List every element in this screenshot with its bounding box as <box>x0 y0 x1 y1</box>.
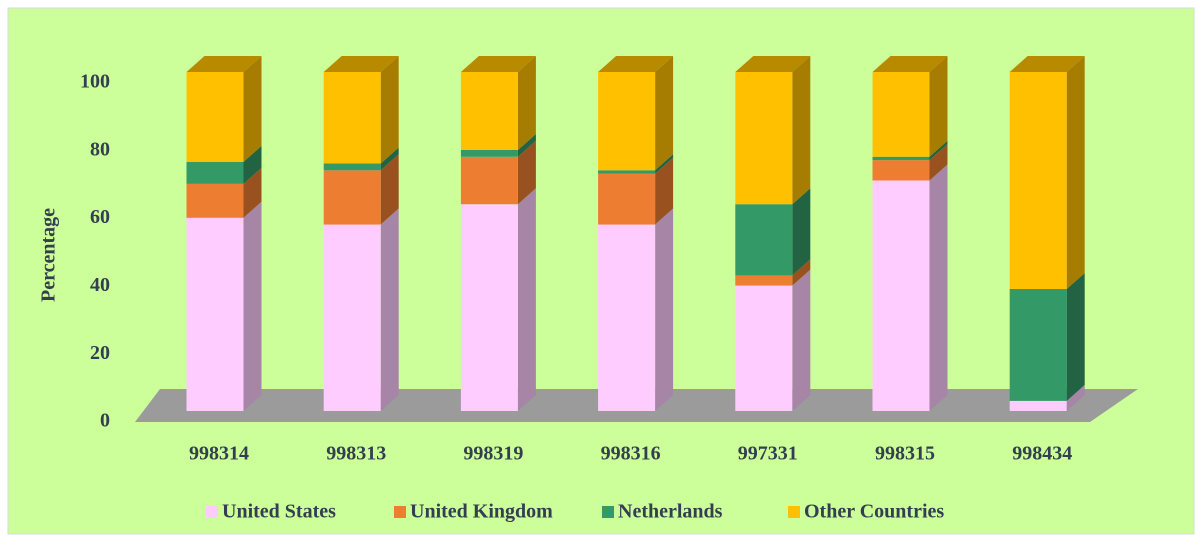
bar <box>872 156 930 161</box>
bar-side <box>380 56 399 164</box>
bar-side <box>380 154 399 225</box>
bar-side <box>792 56 811 205</box>
bar-side <box>1066 56 1085 289</box>
bar-side <box>517 140 536 205</box>
x-tick-label: 998314 <box>189 443 249 465</box>
bar-top <box>186 56 262 72</box>
x-tick-label: 998315 <box>875 443 935 465</box>
x-tick-label: 998319 <box>463 443 523 465</box>
bar-side <box>517 188 536 411</box>
bar <box>186 217 244 411</box>
legend-label: United States <box>222 501 336 523</box>
bar-side <box>929 164 948 411</box>
bar <box>598 170 656 174</box>
bar <box>598 72 656 171</box>
bar <box>598 173 656 225</box>
bar <box>460 156 518 205</box>
bar-top <box>735 56 811 72</box>
y-tick-label: 0 <box>100 410 110 432</box>
bar <box>460 204 518 411</box>
bar <box>1009 288 1067 401</box>
bar-side <box>1066 384 1085 411</box>
bar-top <box>323 56 399 72</box>
y-tick-label: 40 <box>90 274 110 296</box>
x-tick-label: 998434 <box>1012 443 1072 465</box>
bar-side <box>655 157 674 225</box>
bar-side <box>243 201 262 411</box>
bar <box>1009 72 1067 289</box>
bar <box>598 224 656 411</box>
bar <box>1009 400 1067 411</box>
bar-side <box>655 154 674 174</box>
bar <box>872 160 930 181</box>
legend-label: Other Countries <box>804 501 944 523</box>
y-tick-label: 60 <box>90 206 110 228</box>
bar <box>872 72 930 157</box>
bar-side <box>243 56 262 162</box>
x-tick-label: 998316 <box>601 443 661 465</box>
bar <box>323 224 381 411</box>
bar-side <box>792 188 811 276</box>
legend-label: Netherlands <box>618 501 723 523</box>
bar-side <box>243 167 262 218</box>
bar <box>460 149 518 157</box>
bar <box>735 285 793 411</box>
bar-side <box>380 147 399 171</box>
bar <box>186 72 244 162</box>
bar-top <box>598 56 674 72</box>
bar <box>735 204 793 276</box>
legend-swatch <box>788 506 800 518</box>
bar-top <box>460 56 536 72</box>
y-tick-label: 20 <box>90 342 110 364</box>
bar-side <box>929 144 948 181</box>
bar-side <box>380 208 399 411</box>
legend-swatch <box>206 506 218 518</box>
y-axis-label: Percentage <box>38 208 60 302</box>
bar-side <box>1066 272 1085 401</box>
y-tick-label: 80 <box>90 138 110 160</box>
bar-side <box>655 56 674 171</box>
bar <box>735 275 793 286</box>
bar-side <box>792 269 811 411</box>
bar <box>323 170 381 225</box>
legend-swatch <box>394 506 406 518</box>
bar <box>186 161 244 184</box>
bar-side <box>517 56 536 150</box>
x-tick-label: 998313 <box>326 443 386 465</box>
bar <box>186 183 244 218</box>
bar-side <box>929 56 948 157</box>
bar-side <box>243 145 262 184</box>
bar-side <box>655 208 674 411</box>
bar <box>460 72 518 150</box>
y-tick-label: 100 <box>80 71 110 93</box>
bar <box>735 72 793 205</box>
legend-label: United Kingdom <box>410 501 553 523</box>
bar <box>323 163 381 171</box>
x-tick-label: 997331 <box>738 443 798 465</box>
bar-side <box>792 259 811 286</box>
bar-top <box>1009 56 1085 72</box>
bar-top <box>872 56 948 72</box>
bar <box>323 72 381 164</box>
legend-swatch <box>602 506 614 518</box>
bar-side <box>929 140 948 161</box>
bar-side <box>517 133 536 157</box>
bar <box>872 180 930 411</box>
